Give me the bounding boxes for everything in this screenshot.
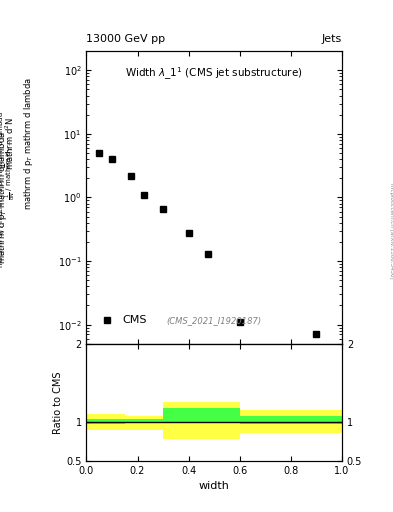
Text: Jets: Jets bbox=[321, 33, 342, 44]
Text: mcplots.cern.ch [arXiv:1306.3436]: mcplots.cern.ch [arXiv:1306.3436] bbox=[389, 183, 393, 278]
Y-axis label: Ratio to CMS: Ratio to CMS bbox=[53, 371, 63, 434]
Text: 13000 GeV pp: 13000 GeV pp bbox=[86, 33, 165, 44]
Text: mathrm d p$_T$ mathrm d lambda: mathrm d p$_T$ mathrm d lambda bbox=[22, 77, 35, 210]
X-axis label: width: width bbox=[199, 481, 230, 491]
Text: mathrm d$^2$N: mathrm d$^2$N bbox=[4, 117, 17, 170]
Text: 1: 1 bbox=[0, 161, 7, 167]
Y-axis label: mathrm d$^2$N
mathrm d p$_T$ mathrm d lambda: mathrm d$^2$N mathrm d p$_T$ mathrm d la… bbox=[0, 131, 9, 264]
Text: CMS: CMS bbox=[122, 314, 147, 325]
Text: (CMS_2021_I1920187): (CMS_2021_I1920187) bbox=[167, 316, 262, 325]
Text: Width $\lambda\_1^1$ (CMS jet substructure): Width $\lambda\_1^1$ (CMS jet substructu… bbox=[125, 66, 303, 82]
Text: mathrm d$_N$ / mathrm d p$_T$ mathrm d lambda: mathrm d$_N$ / mathrm d p$_T$ mathrm d l… bbox=[0, 111, 7, 268]
Text: $\frac{1}{\mathrm{d}N}$ / mathrm d$_T$ ...: $\frac{1}{\mathrm{d}N}$ / mathrm d$_T$ .… bbox=[4, 137, 18, 200]
